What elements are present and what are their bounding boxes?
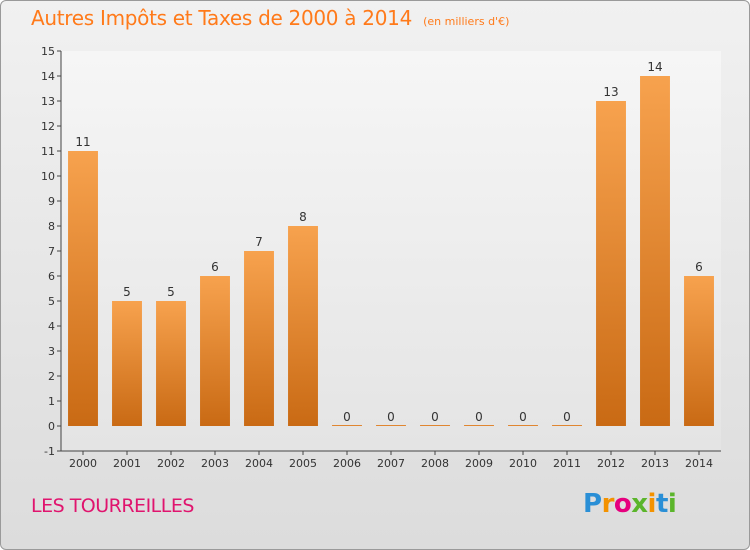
bar-value-label: 0: [519, 410, 527, 424]
x-tick-label: 2014: [685, 457, 713, 470]
y-tick-label: 10: [41, 170, 55, 183]
logo-letter: o: [613, 489, 632, 519]
y-tick-label: -1: [44, 445, 55, 458]
bar-value-label: 13: [603, 85, 618, 99]
x-tick-label: 2011: [553, 457, 581, 470]
y-tick-label: 6: [48, 270, 55, 283]
bar-value-label: 0: [563, 410, 571, 424]
x-tick-label: 2001: [113, 457, 141, 470]
y-tick-label: 15: [41, 45, 55, 58]
logo-letter: x: [631, 489, 648, 519]
bar-value-label: 5: [123, 285, 131, 299]
bar-value-label: 11: [75, 135, 90, 149]
bar-value-label: 0: [387, 410, 395, 424]
bar-value-label: 7: [255, 235, 263, 249]
x-tick-label: 2004: [245, 457, 273, 470]
bar: [68, 151, 98, 426]
y-tick-label: 7: [48, 245, 55, 258]
proxiti-logo: Proxiti: [583, 489, 677, 519]
y-tick-label: 14: [41, 70, 55, 83]
chart-title: Autres Impôts et Taxes de 2000 à 2014 (e…: [31, 6, 509, 30]
chart-title-text: Autres Impôts et Taxes de 2000 à 2014: [31, 6, 412, 30]
y-tick-label: 3: [48, 345, 55, 358]
bar: [244, 251, 274, 426]
bar: [640, 76, 670, 426]
x-tick-label: 2003: [201, 457, 229, 470]
chart-unit-label: (en milliers d'€): [423, 15, 510, 28]
y-tick-label: 9: [48, 195, 55, 208]
y-tick-label: 1: [48, 395, 55, 408]
y-tick-label: 5: [48, 295, 55, 308]
y-tick-label: 12: [41, 120, 55, 133]
bar-value-label: 0: [475, 410, 483, 424]
bar: [552, 425, 582, 426]
x-tick-label: 2007: [377, 457, 405, 470]
x-tick-label: 2012: [597, 457, 625, 470]
bar: [684, 276, 714, 426]
y-tick-label: 0: [48, 420, 55, 433]
x-tick-label: 2006: [333, 457, 361, 470]
y-tick-label: 4: [48, 320, 55, 333]
bar: [376, 425, 406, 426]
logo-letter: r: [601, 489, 615, 519]
bar-value-label: 0: [343, 410, 351, 424]
bar-value-label: 0: [431, 410, 439, 424]
logo-letter: P: [583, 489, 602, 519]
x-tick-label: 2008: [421, 457, 449, 470]
bars: 11 5 5 6 7 8 0 0 0 0 0 0 13 14 6: [68, 60, 714, 426]
x-tick-label: 2009: [465, 457, 493, 470]
x-ticks: 2000 2001 2002 2003 2004 2005 2006 2007 2008 2009…: [69, 451, 713, 470]
bar: [288, 226, 318, 426]
bar: [464, 425, 494, 426]
bar: [508, 425, 538, 426]
bar: [200, 276, 230, 426]
bar-value-label: 6: [211, 260, 219, 274]
bar-value-label: 8: [299, 210, 307, 224]
y-tick-label: 2: [48, 370, 55, 383]
logo-letter: i: [647, 489, 657, 519]
x-tick-label: 2000: [69, 457, 97, 470]
x-tick-label: 2013: [641, 457, 669, 470]
bar-value-label: 6: [695, 260, 703, 274]
logo-letter: i: [667, 489, 677, 519]
y-tick-label: 8: [48, 220, 55, 233]
logo-letter: t: [655, 489, 668, 519]
bar: [596, 101, 626, 426]
x-tick-label: 2010: [509, 457, 537, 470]
bar: [420, 425, 450, 426]
bar-value-label: 5: [167, 285, 175, 299]
commune-name: LES TOURREILLES: [31, 495, 194, 517]
bar: [156, 301, 186, 426]
x-tick-label: 2002: [157, 457, 185, 470]
bar-value-label: 14: [647, 60, 662, 74]
x-tick-label: 2005: [289, 457, 317, 470]
bar: [112, 301, 142, 426]
y-tick-label: 13: [41, 95, 55, 108]
y-tick-label: 11: [41, 145, 55, 158]
bar: [332, 425, 362, 426]
